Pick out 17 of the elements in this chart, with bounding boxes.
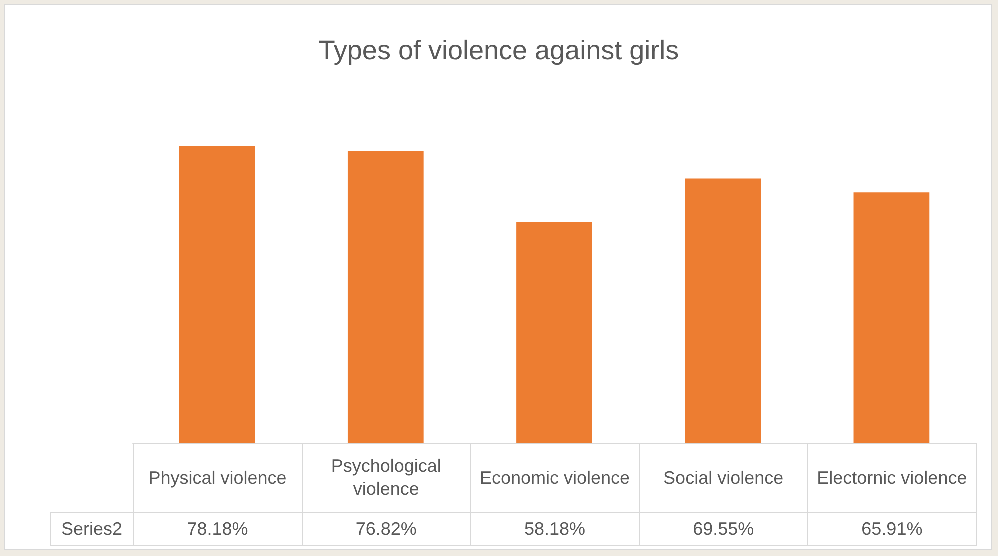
text: Series2 bbox=[50, 512, 134, 546]
chart-title: Types of violence against girls bbox=[318, 36, 680, 66]
data-label: 65.91% bbox=[807, 512, 977, 546]
x-tick-label: Electornic violence bbox=[807, 443, 977, 513]
x-tick-label: Social violence bbox=[638, 443, 808, 513]
data-label: 78.18% bbox=[133, 512, 303, 546]
bar bbox=[854, 192, 930, 443]
x-tick-label: Physical violence bbox=[133, 443, 303, 513]
bar bbox=[516, 222, 592, 443]
data-label: 69.55% bbox=[638, 512, 808, 546]
data-label: 58.18% bbox=[470, 512, 640, 546]
x-tick-label: Psychological violence bbox=[302, 443, 472, 513]
x-tick-label: Economic violence bbox=[470, 443, 640, 513]
data-label: 76.82% bbox=[302, 512, 472, 546]
bar bbox=[179, 146, 256, 443]
bar bbox=[685, 178, 762, 443]
bar bbox=[348, 151, 424, 443]
